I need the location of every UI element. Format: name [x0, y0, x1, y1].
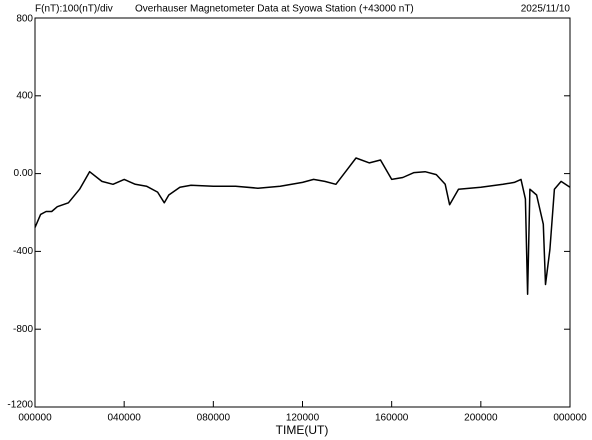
y-tick-label: 400 [16, 90, 33, 101]
plot-frame [34, 17, 571, 408]
x-tick-label: 040000 [107, 413, 141, 424]
y-tick-label: -1200 [7, 400, 33, 411]
y-tick-label: 0.00 [14, 168, 34, 179]
y-tick-label: -800 [13, 324, 33, 335]
chart-title: Overhauser Magnetometer Data at Syowa St… [135, 4, 414, 15]
x-tick-label: 120000 [286, 413, 320, 424]
x-tick-label: 080000 [197, 413, 231, 424]
scale-label: F(nT):100(nT)/div [35, 4, 113, 15]
x-tick-label: 000000 [18, 413, 52, 424]
y-tick-label: -400 [13, 246, 33, 257]
y-tick-label: 800 [16, 14, 33, 25]
data-line [34, 157, 571, 295]
x-tick-label: 200000 [464, 413, 498, 424]
x-axis-label: TIME(UT) [276, 423, 329, 437]
x-tick-label: 000000 [553, 413, 587, 424]
date: 2025/11/10 [521, 4, 571, 15]
x-tick-label: 160000 [375, 413, 409, 424]
